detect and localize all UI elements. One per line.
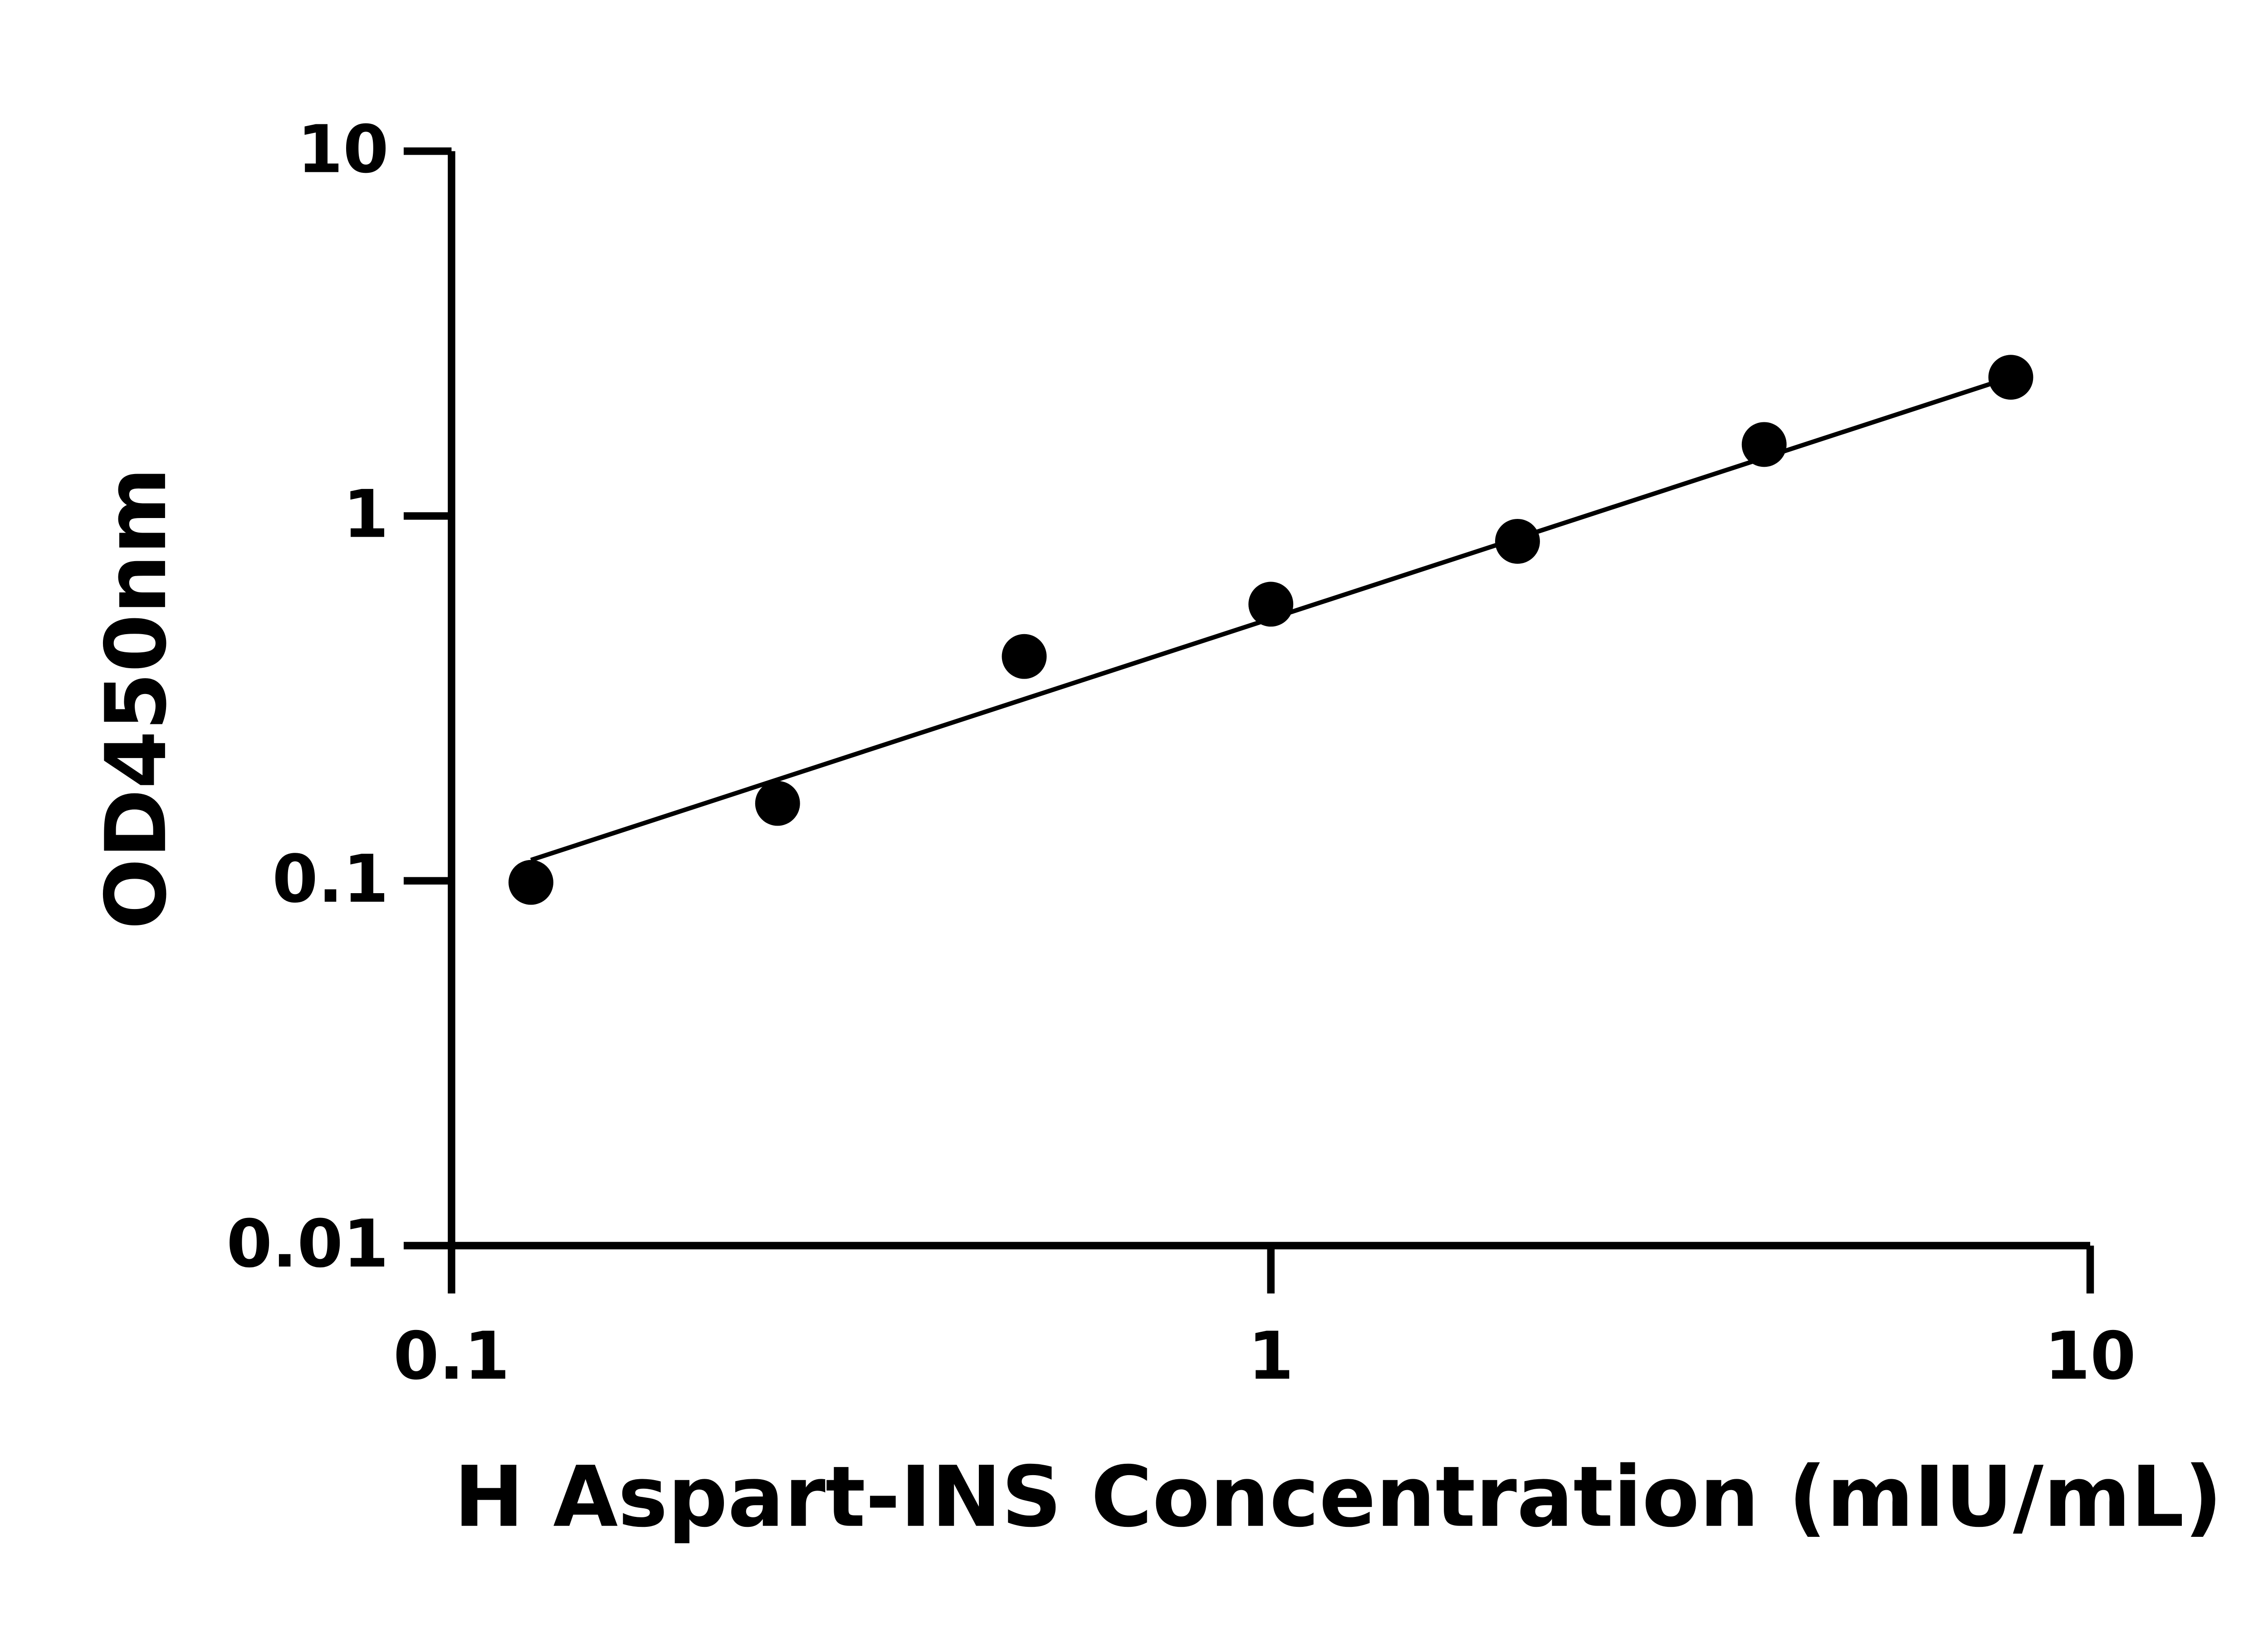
x-axis-title: H Aspart-INS Concentration (mIU/mL) [454, 1448, 2223, 1546]
x-tick-label: 10 [2044, 1318, 2136, 1394]
data-point [508, 860, 553, 905]
data-point [1495, 518, 1540, 564]
y-tick-label: 0.1 [272, 841, 389, 918]
y-tick-label: 0.01 [226, 1206, 389, 1282]
y-tick-label: 10 [297, 111, 389, 188]
x-tick-label: 0.1 [393, 1318, 510, 1394]
data-point [1988, 355, 2033, 400]
data-point [1002, 634, 1047, 679]
y-tick-label: 1 [343, 476, 389, 553]
x-tick-label: 1 [1248, 1318, 1294, 1394]
data-point [1248, 582, 1294, 627]
data-point [1741, 422, 1787, 467]
data-point [755, 781, 800, 826]
y-axis-title: OD450nm [88, 467, 185, 929]
